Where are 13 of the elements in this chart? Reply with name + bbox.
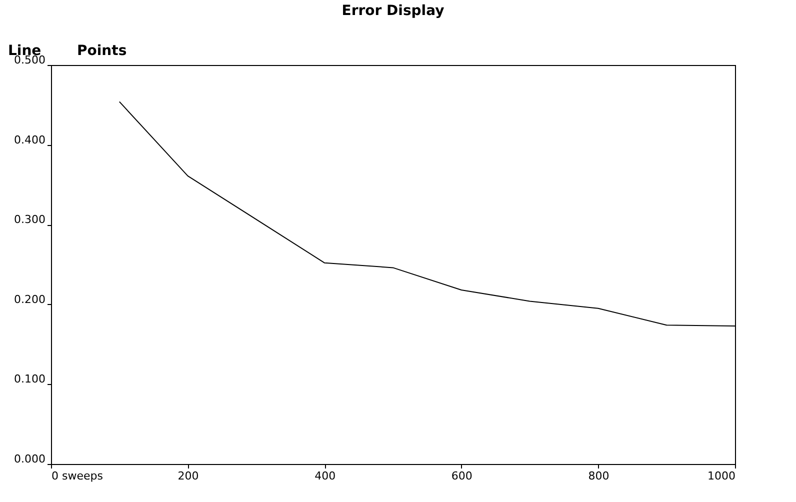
y-tick-label: 0.200	[14, 292, 46, 306]
x-tick-label: 800	[588, 470, 610, 482]
x-tick-label: 1000	[708, 470, 736, 482]
chart-title: Error Display	[342, 3, 444, 19]
x-tick-label: 400	[314, 470, 336, 482]
y-tick-label: 0.000	[14, 452, 46, 466]
y-tick-label: 0.400	[14, 133, 46, 146]
x-tick-label: 200	[178, 470, 199, 482]
y-tick-label: 0.300	[14, 213, 46, 226]
y-tick-label: 0.100	[14, 372, 46, 386]
x-tick-label: 600	[451, 470, 472, 482]
x-tick-label: 0 sweeps	[52, 470, 104, 482]
text: Points	[77, 43, 127, 59]
